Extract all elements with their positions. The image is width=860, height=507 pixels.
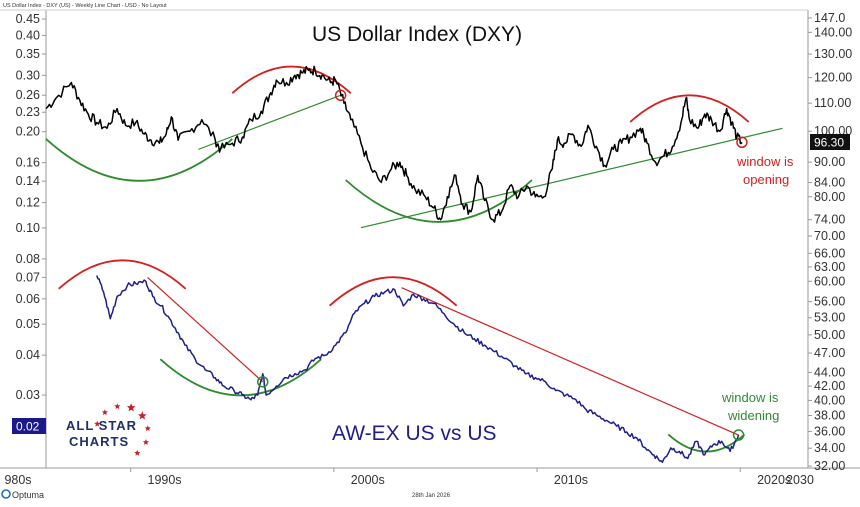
left-axis-ticks: 0.45 0.40 0.35 0.30 0.26 0.23 0.20 0.16 0.14 0.12… bbox=[16, 12, 46, 402]
arc-2 bbox=[45, 138, 233, 182]
logo-star-0 bbox=[94, 420, 101, 427]
series-lines bbox=[45, 65, 743, 463]
ratio-title: AW-EX US vs US bbox=[332, 422, 497, 445]
right-tick-label-14: 60.00 bbox=[814, 274, 845, 288]
right-tick-label-24: 34.00 bbox=[814, 441, 845, 455]
left-tick-label-15: 0.04 bbox=[16, 348, 40, 362]
right-tick-label-22: 38.00 bbox=[814, 409, 845, 423]
arc-5 bbox=[329, 276, 458, 307]
left-tick-label-2: 0.35 bbox=[16, 47, 40, 61]
left-tick-label-1: 0.40 bbox=[16, 28, 40, 42]
logo-stars-icon bbox=[94, 403, 151, 456]
marker-circle-2 bbox=[256, 376, 269, 388]
right-tick-label-19: 44.00 bbox=[814, 365, 845, 379]
window-opening-line1: window is bbox=[736, 154, 794, 169]
right-tick-label-0: 147.0 bbox=[814, 11, 845, 25]
logo-line1: ALL STAR bbox=[66, 418, 137, 433]
right-tick-label-23: 36.00 bbox=[814, 424, 845, 438]
trendlines bbox=[147, 94, 783, 436]
top-caption: US Dollar Index - DXY (US) - Weekly Line… bbox=[3, 3, 167, 9]
left-tick-label-14: 0.05 bbox=[16, 317, 40, 331]
left-tick-label-12: 0.07 bbox=[16, 270, 40, 284]
left-tick-label-4: 0.26 bbox=[16, 88, 40, 102]
left-tick-label-8: 0.14 bbox=[16, 174, 40, 188]
right-tick-label-9: 80.00 bbox=[814, 190, 845, 204]
left-tick-label-10: 0.10 bbox=[16, 221, 40, 235]
logo-star-1 bbox=[101, 409, 108, 415]
left-tick-label-7: 0.16 bbox=[16, 156, 40, 170]
window-widening-line1: window is bbox=[721, 390, 779, 405]
x-tick-label-5: 2030 bbox=[786, 473, 814, 487]
right-tick-label-15: 56.00 bbox=[814, 295, 845, 309]
arc-3 bbox=[345, 179, 533, 223]
right-tick-label-4: 110.00 bbox=[814, 96, 851, 110]
x-tick-label-0: 980s bbox=[4, 473, 31, 487]
right-tick-label-7: 90.00 bbox=[814, 155, 845, 169]
marker-circle-0 bbox=[334, 89, 347, 102]
arc-6 bbox=[159, 358, 322, 397]
trendline-3 bbox=[401, 287, 739, 436]
logo-line2: CHARTS bbox=[69, 434, 129, 449]
right-tick-label-3: 120.00 bbox=[814, 71, 852, 85]
logo-star-7 bbox=[134, 449, 141, 456]
x-tick-label-1: 1990s bbox=[148, 473, 182, 487]
footer-brand: Optuma bbox=[12, 490, 44, 500]
right-tick-label-16: 53.00 bbox=[814, 311, 845, 325]
ratio-current-value: 0.02 bbox=[16, 420, 40, 434]
right-tick-label-21: 40.00 bbox=[814, 393, 845, 407]
right-tick-label-2: 130.00 bbox=[814, 47, 852, 61]
left-tick-label-13: 0.06 bbox=[16, 292, 40, 306]
right-tick-label-17: 50.00 bbox=[814, 328, 845, 342]
left-tick-label-0: 0.45 bbox=[16, 12, 40, 26]
arc-4 bbox=[58, 259, 187, 290]
left-tick-label-11: 0.08 bbox=[16, 252, 40, 266]
left-tick-label-5: 0.23 bbox=[16, 105, 40, 119]
footer-date: 28th Jan 2026 bbox=[412, 493, 451, 499]
x-tick-label-2: 2000s bbox=[351, 473, 385, 487]
series-line-1 bbox=[96, 275, 740, 463]
left-tick-label-16: 0.03 bbox=[16, 388, 40, 402]
right-tick-label-13: 63.00 bbox=[814, 260, 845, 274]
right-tick-label-11: 70.00 bbox=[814, 229, 845, 243]
window-widening-line2: widening bbox=[727, 408, 779, 423]
logo-star-5 bbox=[144, 425, 151, 432]
trendline-1 bbox=[360, 127, 783, 229]
circle-markers bbox=[256, 89, 748, 441]
dxy-current-badge: 96.30 bbox=[810, 134, 850, 150]
right-tick-label-1: 140.00 bbox=[814, 25, 852, 39]
ratio-current-badge: 0.02 bbox=[12, 418, 46, 434]
arc-1 bbox=[629, 94, 750, 123]
logo-star-2 bbox=[114, 403, 121, 409]
marker-circle-1 bbox=[736, 136, 748, 149]
dxy-current-value: 96.30 bbox=[814, 136, 844, 150]
dxy-title: US Dollar Index (DXY) bbox=[312, 23, 522, 46]
right-tick-label-12: 66.00 bbox=[814, 246, 845, 260]
optuma-brand: Optuma bbox=[1, 489, 44, 500]
right-tick-label-10: 74.00 bbox=[814, 213, 845, 227]
right-tick-label-8: 84.00 bbox=[814, 175, 845, 189]
left-tick-label-6: 0.20 bbox=[16, 125, 40, 139]
series-line-0 bbox=[45, 65, 743, 223]
marker-circle-3 bbox=[732, 429, 745, 441]
logo-star-4 bbox=[138, 411, 147, 420]
right-tick-label-20: 42.00 bbox=[814, 379, 845, 393]
logo-star-3 bbox=[126, 403, 136, 412]
right-tick-label-18: 47.00 bbox=[814, 346, 845, 360]
x-tick-label-4: 2020s bbox=[757, 473, 791, 487]
left-tick-label-3: 0.30 bbox=[16, 68, 40, 82]
x-tick-label-3: 2010s bbox=[554, 473, 588, 487]
right-tick-label-25: 32.00 bbox=[814, 459, 845, 473]
all-star-charts-logo: ALL STAR CHARTS bbox=[66, 403, 151, 456]
optuma-logo-icon bbox=[1, 489, 11, 499]
window-opening-line2: opening bbox=[743, 172, 789, 187]
logo-star-6 bbox=[142, 439, 149, 445]
left-tick-label-9: 0.12 bbox=[16, 196, 40, 210]
trendline-2 bbox=[147, 276, 264, 383]
trendline-0 bbox=[198, 94, 341, 150]
